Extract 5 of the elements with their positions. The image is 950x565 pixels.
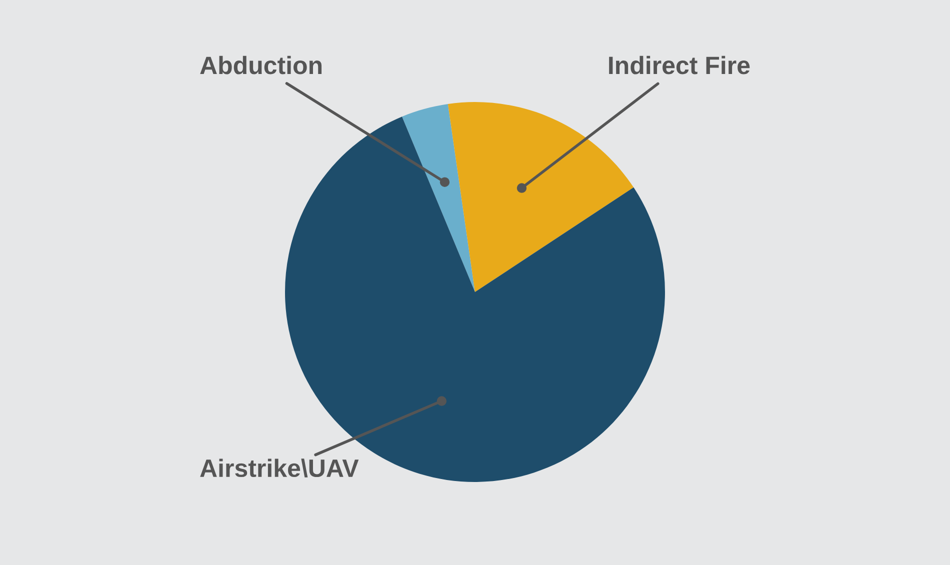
slice-label: Abduction	[200, 56, 322, 74]
pie-slice	[448, 102, 634, 292]
slice-label: Indirect Fire	[609, 56, 750, 74]
slice-label: Airstrike\UAV	[200, 458, 359, 478]
pie-slice	[402, 104, 475, 292]
